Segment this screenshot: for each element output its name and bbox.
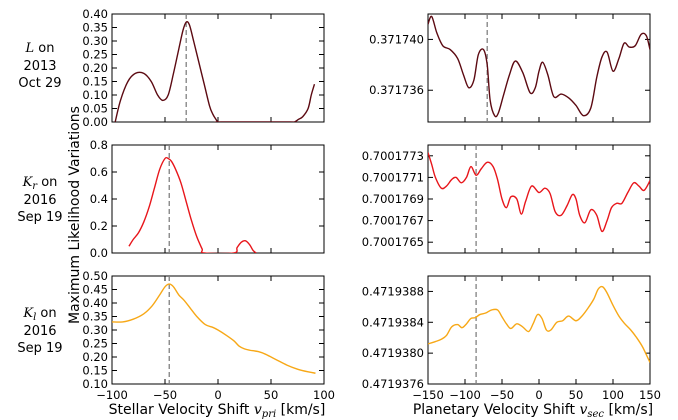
chart-5-ytick-label: 0.10 (82, 377, 108, 391)
chart-5-series-line (112, 283, 316, 374)
chart-6-ytick-label: 0.4719388 (362, 284, 424, 298)
chart-5-xtick-label: −50 (153, 388, 177, 402)
row-label-1: L on 2013 Oct 29 (18, 41, 61, 91)
svg-text:Kl on: Kl on (22, 306, 56, 323)
chart-6-ytick-label: 0.4719384 (362, 315, 424, 329)
chart-4-series-line (428, 152, 650, 233)
chart-2-series-line (428, 15, 650, 118)
chart-1-ytick-label: 0.40 (82, 7, 108, 21)
panel-L-planetary: 0.371736 0.371740 (369, 13, 651, 123)
chart-4-ytick-label: 0.7001769 (362, 192, 424, 206)
chart-6-ytick-label: 0.4719380 (362, 346, 424, 360)
chart-6-ytick-label: 0.4719376 (362, 377, 424, 391)
x-axis-label-planetary-text: Planetary Velocity Shift (413, 402, 580, 418)
x-axis-label-planetary: Planetary Velocity Shift vsec [km/s] (413, 402, 653, 420)
panel-L-stellar: 0.000.050.100.150.200.250.300.350.40 (82, 7, 325, 129)
x-axis-label-planetary-var: v (579, 402, 587, 418)
row-label-1-on: on (34, 41, 54, 56)
row-label-2-subscript: r (32, 181, 38, 192)
chart-5-ytick-label: 0.25 (82, 337, 108, 351)
chart-3-series-line (128, 156, 257, 253)
row-label-1-date: Oct 29 (18, 76, 61, 91)
row-label-3-symbol: K (22, 306, 34, 321)
chart-5-ytick-label: 0.50 (82, 269, 108, 283)
chart-5-xtick-label: 50 (264, 388, 279, 402)
svg-text:Kr on: Kr on (22, 175, 58, 192)
chart-6-xtick-label: −50 (490, 388, 514, 402)
chart-3-ytick-label: 0.2 (90, 219, 108, 233)
x-axis-label-stellar-sub: pri (262, 409, 276, 420)
row-label-2-symbol: K (22, 175, 34, 190)
chart-5-ytick-label: 0.40 (82, 296, 108, 310)
x-axis-label-stellar-text: Stellar Velocity Shift (109, 402, 254, 418)
chart-1-ytick-label: 0.00 (82, 115, 108, 129)
chart-6-frame (427, 275, 651, 385)
chart-3-frame (111, 144, 325, 254)
chart-1-ytick-label: 0.25 (82, 48, 108, 62)
panel-Kl-planetary: 0.4719376 0.4719380 0.4719384 0.4719388 −150… (362, 275, 661, 402)
y-axis-label: Maximum Likelihood Variations (67, 106, 83, 324)
chart-5-ytick-label: 0.20 (82, 350, 108, 364)
chart-2-ytick-label: 0.371740 (369, 32, 424, 46)
chart-3-ytick-label: 0.8 (90, 138, 108, 152)
chart-6-series-line (428, 285, 650, 363)
row-label-1-symbol: L (25, 41, 35, 56)
chart-2-ytick-label: 0.371736 (369, 83, 424, 97)
chart-1-ytick-label: 0.15 (82, 75, 108, 89)
chart-5-ytick-label: 0.30 (82, 323, 108, 337)
chart-4-ytick-label: 0.7001771 (362, 170, 424, 184)
chart-4-frame (427, 144, 651, 254)
x-axis-label-stellar-unit: [km/s] (276, 402, 325, 418)
chart-3-ytick-label: 0.0 (90, 246, 108, 260)
chart-1-ytick-label: 0.05 (82, 102, 108, 116)
row-label-3-year: 2016 (23, 324, 56, 339)
chart-5-ytick-label: 0.35 (82, 310, 108, 324)
row-label-2-on: on (37, 175, 57, 190)
chart-5-xtick-label: −100 (96, 388, 128, 402)
chart-1-ytick-label: 0.20 (82, 61, 108, 75)
chart-5-xtick-label: 100 (313, 388, 335, 402)
chart-5-ytick-label: 0.45 (82, 283, 108, 297)
chart-1-ytick-label: 0.30 (82, 34, 108, 48)
row-label-2-year: 2016 (23, 193, 56, 208)
chart-1-frame (111, 13, 325, 123)
chart-4-ytick-label: 0.7001765 (362, 235, 424, 249)
chart-6-xtick-label: −100 (449, 388, 481, 402)
chart-5-ytick-label: 0.15 (82, 364, 108, 378)
x-axis-label-planetary-sub: sec (587, 409, 604, 420)
chart-4-ytick-label: 0.7001767 (362, 214, 424, 228)
row-label-2: Kr on 2016 Sep 19 (17, 175, 62, 225)
row-label-2-date: Sep 19 (17, 210, 62, 225)
chart-5-xtick-label: 0 (214, 388, 221, 402)
chart-6-xtick-label: −150 (412, 388, 444, 402)
chart-3-ytick-label: 0.4 (90, 192, 108, 206)
x-axis-label-stellar: Stellar Velocity Shift vpri [km/s] (109, 402, 326, 420)
chart-6-xtick-label: 0 (535, 388, 542, 402)
row-label-3-on: on (36, 306, 56, 321)
row-label-3-date: Sep 19 (17, 341, 62, 356)
x-axis-label-planetary-unit: [km/s] (604, 402, 653, 418)
row-label-3-subscript: l (33, 312, 36, 323)
chart-1-ytick-label: 0.35 (82, 21, 108, 35)
panel-Kl-stellar: 0.100.150.200.250.300.350.400.450.50 −100… (82, 269, 335, 402)
svg-text:L on: L on (25, 41, 55, 56)
chart-6-xtick-label: 50 (569, 388, 584, 402)
row-label-3: Kl on 2016 Sep 19 (17, 306, 62, 356)
chart-4-ytick-label: 0.7001773 (362, 149, 424, 163)
panel-Kr-stellar: 0.0 0.2 0.4 0.6 0.8 (90, 138, 325, 260)
x-axis-label-stellar-var: v (254, 402, 262, 418)
chart-3-ytick-label: 0.6 (90, 165, 108, 179)
row-label-1-year: 2013 (23, 59, 56, 74)
panel-Kr-planetary: 0.7001765 0.7001767 0.7001769 0.7001771 0.70… (362, 144, 651, 254)
chart-1-series-line (114, 21, 316, 122)
chart-1-ytick-label: 0.10 (82, 88, 108, 102)
chart-6-xtick-label: 150 (639, 388, 661, 402)
chart-6-xtick-label: 100 (602, 388, 624, 402)
